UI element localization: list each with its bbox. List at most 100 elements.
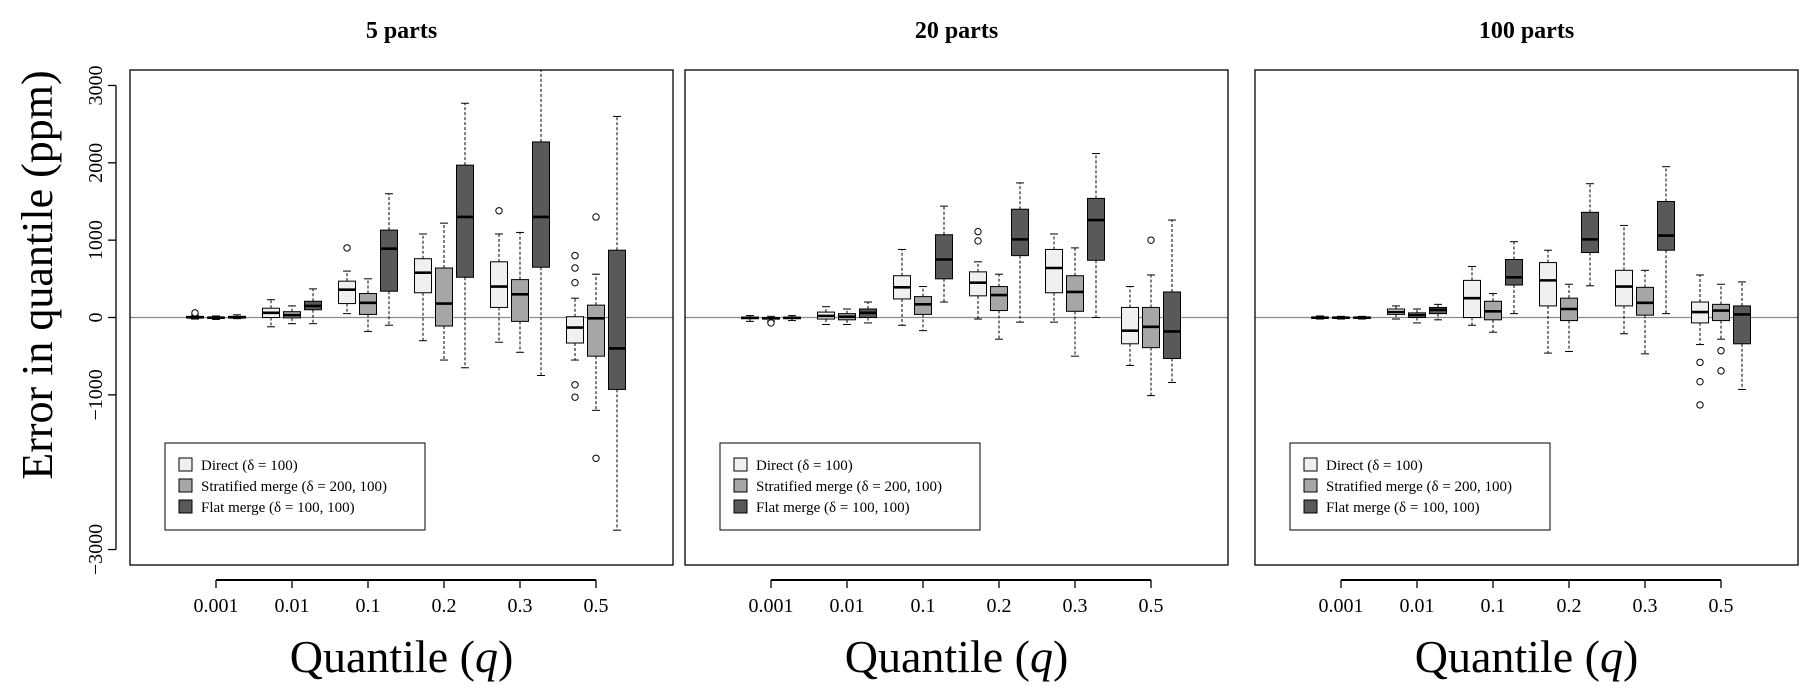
box-stratified-0.5 (1142, 236, 1160, 397)
y-tick-label: 1000 (85, 220, 107, 260)
outlier-point (1717, 367, 1725, 375)
box-direct-0.1 (338, 244, 356, 315)
box-stratified-0.5 (1712, 283, 1730, 375)
x-tick-label: 0.01 (1400, 595, 1435, 617)
box-flat-0.001 (783, 315, 801, 322)
box-direct-0.3 (1045, 233, 1063, 323)
x-tick-label: 0.1 (356, 595, 381, 617)
box-flat-0.1 (935, 205, 953, 303)
box-stratified-0.1 (359, 278, 377, 332)
x-tick-label: 0.1 (911, 595, 936, 617)
box-direct-0.5 (566, 251, 584, 401)
box-direct-0.01 (817, 306, 835, 325)
legend-swatch-stratified (178, 478, 193, 493)
plot-frame (129, 69, 674, 566)
box (1045, 248, 1063, 294)
outlier-point (571, 264, 579, 272)
y-tick-label: 2000 (85, 143, 107, 183)
box-stratified-0.5 (587, 213, 605, 462)
legend-swatch-direct (178, 457, 193, 472)
legend-frame (164, 442, 426, 531)
x-tick-label: 0.5 (1139, 595, 1164, 617)
x-tick-label: 0.2 (987, 595, 1012, 617)
y-tick-label: 3000 (85, 65, 107, 105)
box (566, 316, 584, 344)
legend-label: Flat merge (δ = 100, 100) (756, 500, 910, 516)
y-tick-label: 0 (85, 313, 107, 323)
box-direct-0.3 (490, 207, 508, 343)
box-stratified-0.01 (1408, 308, 1426, 324)
outlier-point (974, 237, 982, 245)
x-tick-label: 0.2 (1557, 595, 1582, 617)
x-tick-label: 0.3 (508, 595, 533, 617)
box (587, 304, 605, 357)
box-direct-0.1 (1463, 265, 1481, 326)
box-stratified-0.2 (990, 273, 1008, 340)
box (1087, 197, 1105, 261)
box (380, 229, 398, 292)
box-direct-0.001 (741, 315, 759, 322)
box-stratified-0.001 (1332, 315, 1350, 320)
legend-label: Flat merge (δ = 100, 100) (1326, 500, 1480, 516)
box-flat-0.5 (1163, 219, 1181, 383)
outlier-point (592, 213, 600, 221)
y-axis-label: Error in quantile (ppm) (13, 70, 62, 479)
plot-frame (1254, 69, 1799, 566)
outlier-point (1696, 401, 1704, 409)
box-stratified-0.1 (914, 286, 932, 332)
y-tick-label: −1000 (85, 369, 107, 420)
x-tick-label: 0.3 (1633, 595, 1658, 617)
x-tick-label: 0.001 (749, 595, 794, 617)
box-flat-0.3 (532, 70, 550, 377)
plot-frame (684, 69, 1229, 566)
box-direct-0.5 (1691, 274, 1709, 409)
x-tick-label: 0.1 (1481, 595, 1506, 617)
x-tick-label: 0.01 (830, 595, 865, 617)
legend-swatch-stratified (1303, 478, 1318, 493)
box-direct-0.2 (969, 227, 987, 320)
x-tick-label: 0.01 (275, 595, 310, 617)
box-direct-0.1 (893, 248, 911, 326)
legend-label: Direct (δ = 100) (756, 458, 853, 474)
box-direct-0.01 (262, 299, 280, 328)
outlier-point (343, 244, 351, 252)
y-tick-label: −3000 (85, 524, 107, 575)
box-stratified-0.3 (1636, 269, 1654, 355)
x-tick-label: 0.3 (1063, 595, 1088, 617)
box-flat-0.2 (1011, 182, 1029, 323)
outlier-point (1696, 377, 1704, 386)
box-flat-0.3 (1657, 166, 1675, 315)
box (338, 280, 356, 305)
x-tick-label: 0.5 (584, 595, 609, 617)
box (935, 234, 953, 280)
box-flat-0.5 (1733, 281, 1751, 390)
legend-swatch-flat (178, 499, 193, 514)
box-flat-0.001 (1353, 315, 1371, 320)
box (608, 249, 626, 390)
legend-label: Stratified merge (δ = 200, 100) (756, 479, 942, 495)
panel-1: 5 parts −3000 −1000 0 1000 2000 3000 0.001 0.01 0… (85, 18, 674, 682)
outlier-point (495, 207, 503, 215)
box (456, 164, 474, 278)
legend-label: Stratified merge (δ = 200, 100) (201, 479, 387, 495)
outlier-point (1696, 358, 1704, 367)
box-stratified-0.01 (838, 308, 856, 325)
outlier-point (1717, 347, 1725, 355)
outlier-point (592, 454, 600, 462)
legend-swatch-direct (1303, 457, 1318, 472)
panel-title: 100 parts (1479, 18, 1574, 44)
x-axis-label: Quantile (q) (290, 631, 514, 682)
box (490, 261, 508, 308)
x-tick-label: 0.2 (432, 595, 457, 617)
box (1712, 303, 1730, 322)
box (414, 258, 432, 294)
panel-title: 5 parts (366, 18, 437, 44)
box-flat-0.01 (304, 288, 322, 325)
legend-swatch-flat (1303, 499, 1318, 514)
x-tick-label: 0.001 (1319, 595, 1364, 617)
box (1657, 200, 1675, 251)
outlier-point (571, 381, 579, 389)
box (1636, 286, 1654, 316)
box (1066, 275, 1084, 312)
box-stratified-0.3 (511, 231, 529, 353)
